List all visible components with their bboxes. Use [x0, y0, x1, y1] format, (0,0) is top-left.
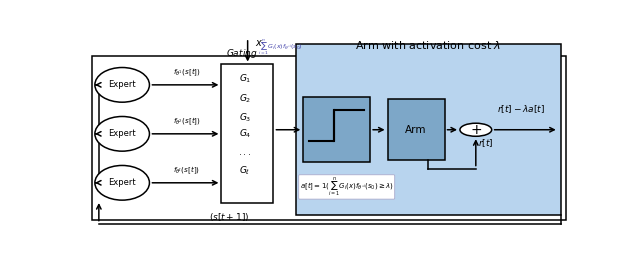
Text: Arm with activation cost $\lambda$: Arm with activation cost $\lambda$	[355, 39, 502, 51]
Text: $r[t]-\lambda a[t]$: $r[t]-\lambda a[t]$	[497, 104, 545, 116]
Text: $G_4$: $G_4$	[239, 127, 252, 140]
Text: $x$: $x$	[255, 38, 263, 48]
Text: Arm: Arm	[405, 125, 427, 135]
Bar	[303, 97, 370, 162]
Text: $G_1$: $G_1$	[239, 73, 251, 85]
Circle shape	[460, 123, 492, 136]
Text: $f_{\theta^1}(s[t])$: $f_{\theta^1}(s[t])$	[173, 66, 200, 78]
Text: $f_{\theta^2}(s[t])$: $f_{\theta^2}(s[t])$	[173, 115, 200, 127]
Text: $r[t]$: $r[t]$	[478, 137, 494, 149]
Ellipse shape	[95, 68, 150, 102]
Ellipse shape	[95, 165, 150, 200]
Text: $G_2$: $G_2$	[239, 93, 251, 105]
Text: Expert: Expert	[108, 129, 136, 138]
Text: $\sum_{i=1}^{n} G_i(x)f_{\theta^{\circ i}}(s_0)$: $\sum_{i=1}^{n} G_i(x)f_{\theta^{\circ i…	[259, 38, 303, 57]
Text: $(s[t+1])$: $(s[t+1])$	[209, 211, 249, 223]
Ellipse shape	[95, 117, 150, 151]
Text: $G_\ell$: $G_\ell$	[239, 164, 250, 177]
Bar	[296, 44, 561, 215]
Text: $f_{\theta^\ell}(s[t])$: $f_{\theta^\ell}(s[t])$	[173, 164, 200, 176]
Text: $...$: $...$	[238, 148, 252, 157]
Text: $G_3$: $G_3$	[239, 111, 251, 124]
Text: $+$: $+$	[470, 123, 482, 137]
Text: $a[t] = 1(\sum_{i=1}^{n} G_i(x)f_{\theta^{\circ i}}(s_0) \geq \lambda)$: $a[t] = 1(\sum_{i=1}^{n} G_i(x)f_{\theta…	[300, 176, 394, 198]
Text: Expert: Expert	[108, 80, 136, 89]
Text: $\mathit{Gating}$: $\mathit{Gating}$	[227, 47, 258, 60]
Bar	[221, 64, 273, 203]
Bar	[92, 56, 566, 219]
Bar	[388, 99, 445, 160]
Text: Expert: Expert	[108, 178, 136, 187]
